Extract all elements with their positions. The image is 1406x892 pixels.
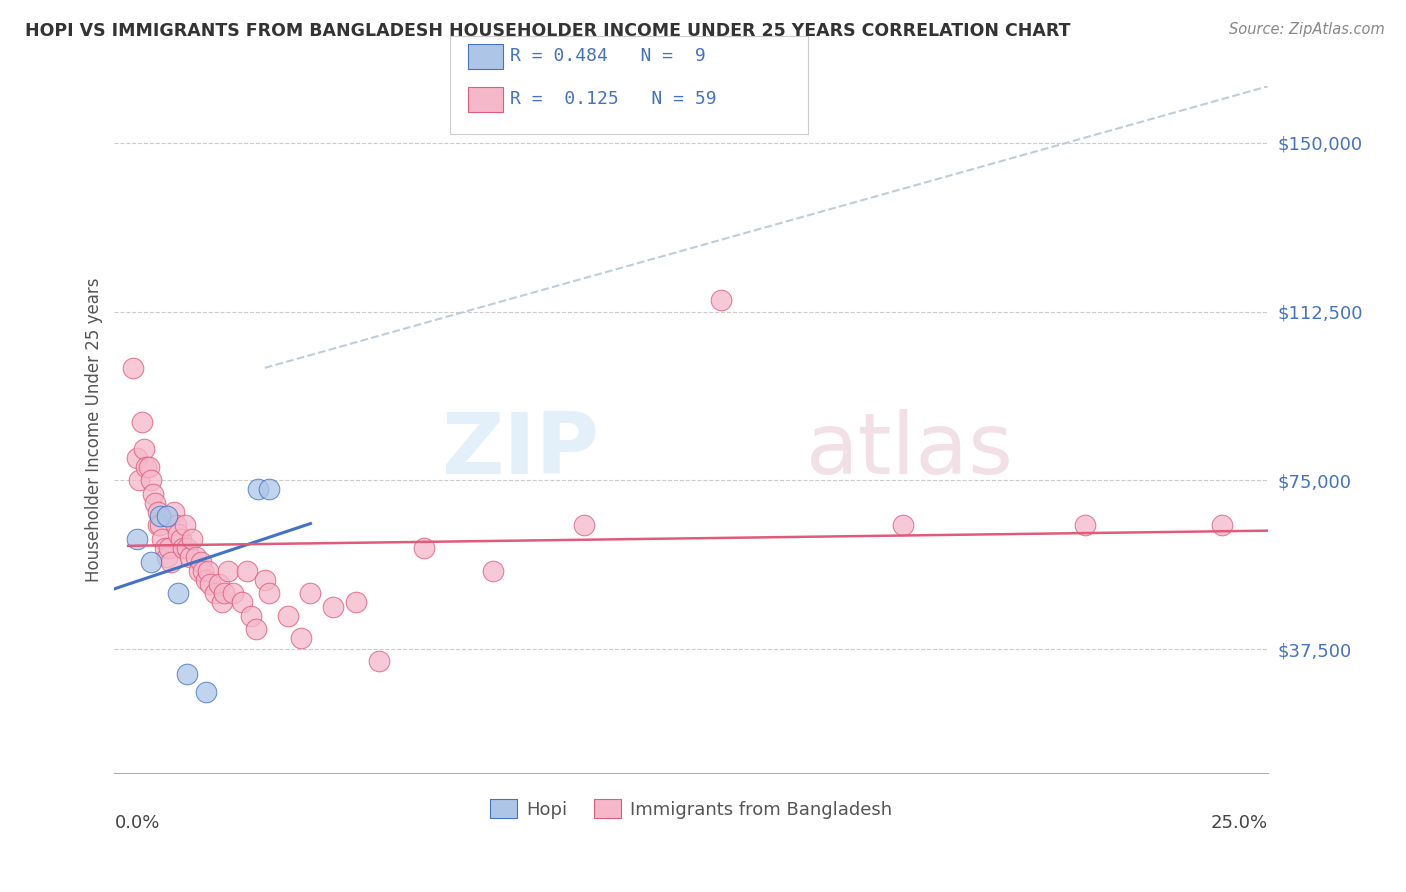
Point <box>146 518 169 533</box>
Point <box>160 554 183 568</box>
Point <box>481 564 503 578</box>
Point <box>211 595 233 609</box>
Point <box>142 487 165 501</box>
Point <box>299 586 322 600</box>
Point <box>1074 518 1097 533</box>
Point <box>138 459 160 474</box>
Point <box>165 518 187 533</box>
Point <box>135 459 157 474</box>
Point <box>169 532 191 546</box>
Point <box>259 586 281 600</box>
Point <box>131 415 153 429</box>
Text: HOPI VS IMMIGRANTS FROM BANGLADESH HOUSEHOLDER INCOME UNDER 25 YEARS CORRELATION: HOPI VS IMMIGRANTS FROM BANGLADESH HOUSE… <box>25 22 1071 40</box>
Point <box>163 505 186 519</box>
Point <box>197 564 219 578</box>
Point <box>121 360 143 375</box>
Point <box>156 549 179 564</box>
Point <box>246 483 269 497</box>
Point <box>322 599 344 614</box>
Point <box>167 586 190 600</box>
Point <box>240 608 263 623</box>
Text: 25.0%: 25.0% <box>1211 814 1268 832</box>
Point <box>208 577 231 591</box>
Text: atlas: atlas <box>807 409 1014 491</box>
Point <box>231 595 253 609</box>
Point <box>128 474 150 488</box>
Point <box>190 554 212 568</box>
Point <box>176 541 198 555</box>
Text: R = 0.484   N =  9: R = 0.484 N = 9 <box>510 47 706 65</box>
Point <box>344 595 367 609</box>
Text: Source: ZipAtlas.com: Source: ZipAtlas.com <box>1229 22 1385 37</box>
Point <box>222 586 245 600</box>
Point <box>572 518 595 533</box>
Point <box>235 564 257 578</box>
Text: ZIP: ZIP <box>441 409 599 491</box>
Point <box>212 586 235 600</box>
Point <box>149 509 172 524</box>
Point <box>139 554 162 568</box>
Point <box>167 527 190 541</box>
Point <box>290 631 312 645</box>
Point <box>198 577 221 591</box>
Point <box>176 667 198 681</box>
Point <box>891 518 914 533</box>
Point <box>245 622 267 636</box>
Point <box>180 532 202 546</box>
Point <box>413 541 436 555</box>
Point <box>179 549 201 564</box>
Point <box>277 608 299 623</box>
Point <box>174 518 197 533</box>
Point <box>172 541 194 555</box>
Point <box>139 474 162 488</box>
Text: 0.0%: 0.0% <box>114 814 160 832</box>
Point <box>253 573 276 587</box>
Point <box>127 532 149 546</box>
Point <box>127 450 149 465</box>
Point <box>204 586 226 600</box>
Point <box>157 541 180 555</box>
Legend: Hopi, Immigrants from Bangladesh: Hopi, Immigrants from Bangladesh <box>482 792 900 826</box>
Point <box>1211 518 1233 533</box>
Point <box>194 573 217 587</box>
Point <box>149 518 172 533</box>
Point <box>187 564 209 578</box>
Point <box>193 564 215 578</box>
Point <box>186 549 208 564</box>
Point <box>146 505 169 519</box>
Point <box>150 532 173 546</box>
Point <box>194 685 217 699</box>
Point <box>217 564 239 578</box>
Y-axis label: Householder Income Under 25 years: Householder Income Under 25 years <box>86 277 103 582</box>
Point <box>259 483 281 497</box>
Text: R =  0.125   N = 59: R = 0.125 N = 59 <box>510 90 717 108</box>
Point <box>145 496 167 510</box>
Point <box>710 293 733 308</box>
Point <box>156 509 179 524</box>
Point <box>367 654 389 668</box>
Point <box>132 442 155 456</box>
Point <box>153 541 176 555</box>
